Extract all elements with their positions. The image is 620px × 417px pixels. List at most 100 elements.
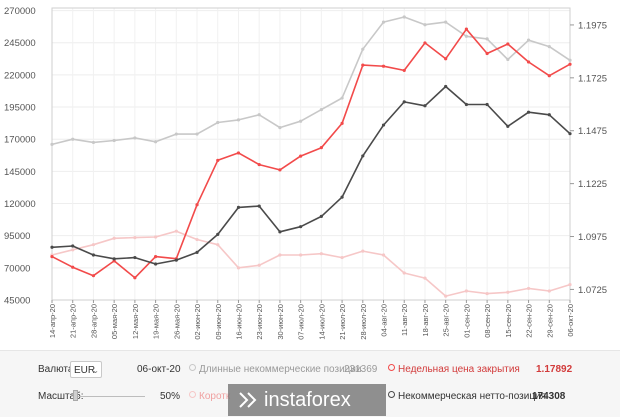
y-axis-left: 45000 70000 95000 120000 145000 170000 195000 2… — [4, 6, 36, 306]
data-point — [154, 255, 158, 259]
data-point — [299, 154, 303, 158]
data-point — [464, 289, 468, 293]
x-tick-label: 06-окт-20 — [566, 304, 575, 337]
data-point — [464, 34, 468, 38]
data-point — [547, 289, 551, 293]
x-tick-label: 23-июн-20 — [255, 304, 264, 340]
x-tick-label: 08-сен-20 — [483, 304, 492, 338]
data-point — [91, 274, 96, 278]
data-point — [133, 136, 137, 140]
data-point — [278, 168, 282, 172]
data-point — [361, 47, 365, 51]
x-tick-label: 29-сен-20 — [545, 304, 554, 338]
data-point — [91, 140, 96, 145]
data-point — [340, 195, 344, 199]
legend-short-label: Коротк — [199, 391, 231, 402]
watermark: instaforex — [228, 384, 386, 416]
x-tick-label: 01-сен-20 — [462, 304, 471, 338]
x-tick-label: 14-июл-20 — [317, 304, 326, 340]
data-point — [91, 253, 96, 257]
x-tick-label: 07-июл-20 — [297, 304, 306, 340]
data-point — [547, 44, 551, 49]
data-point — [423, 23, 427, 27]
data-point — [299, 253, 303, 257]
data-point — [216, 120, 220, 125]
legend-long[interactable]: Длинные некоммерческие позиции — [189, 364, 362, 375]
data-point — [174, 132, 178, 136]
scale-label: Масштаб: — [38, 391, 84, 402]
data-point — [547, 74, 551, 78]
data-point — [361, 154, 365, 158]
close-dot-icon — [388, 364, 395, 371]
data-point — [547, 113, 551, 117]
scale-slider-track[interactable] — [75, 396, 145, 397]
net-dot-icon — [388, 391, 395, 398]
cot-chart: 45000 70000 95000 120000 145000 170000 195000 2… — [4, 6, 607, 340]
data-point — [50, 255, 54, 259]
y-axis-right: 1.0725 1.0975 1.1225 1.1475 1.1725 1.1975 — [570, 20, 607, 296]
data-point — [526, 286, 531, 291]
legend-close[interactable]: Недельная цена закрытия — [388, 364, 520, 375]
x-tick-label: 12-мая-20 — [131, 304, 140, 339]
data-point — [319, 214, 323, 218]
data-point — [506, 124, 510, 128]
data-point — [236, 205, 241, 209]
data-point — [340, 255, 344, 260]
y-left-tick-label: 70000 — [4, 263, 30, 274]
data-point — [526, 38, 531, 42]
legend-close-label: Недельная цена закрытия — [398, 364, 520, 375]
data-point — [485, 102, 489, 107]
y-left-tick-label: 120000 — [4, 199, 36, 210]
data-point — [340, 96, 344, 100]
data-point — [154, 140, 158, 144]
data-point — [299, 225, 303, 229]
data-point — [485, 51, 489, 56]
data-point — [174, 229, 178, 233]
x-tick-label: 18-авг-20 — [421, 304, 430, 337]
currency-value: EUR — [74, 365, 96, 376]
data-point — [278, 230, 282, 234]
y-left-tick-label: 270000 — [4, 6, 36, 17]
data-point — [361, 63, 365, 67]
x-tick-label: 26-мая-20 — [172, 304, 181, 339]
data-point — [568, 282, 572, 287]
y-left-tick-label: 95000 — [4, 231, 30, 242]
instaforex-logo-icon — [239, 392, 257, 408]
data-point — [319, 108, 323, 112]
data-point — [402, 100, 406, 104]
data-point — [568, 132, 572, 136]
y-right-tick-label: 1.1475 — [578, 126, 607, 137]
y-left-tick-label: 170000 — [4, 135, 36, 146]
data-point — [216, 158, 220, 162]
data-point — [485, 37, 489, 41]
x-tick-label: 14-апр-20 — [48, 304, 57, 338]
y-left-tick-label: 195000 — [4, 103, 36, 114]
x-axis: 14-апр-20 21-апр-20 28-апр-20 05-мая-20 12-м… — [48, 300, 575, 340]
data-point — [236, 151, 241, 155]
data-point — [257, 162, 261, 167]
legend-short[interactable]: Коротк — [189, 391, 230, 402]
data-point — [71, 137, 75, 141]
data-point — [71, 244, 75, 248]
data-point — [319, 252, 323, 256]
data-point — [464, 102, 468, 107]
data-point — [381, 123, 386, 127]
data-point — [506, 57, 510, 62]
data-point — [423, 104, 427, 108]
data-point — [195, 250, 199, 255]
data-point — [174, 258, 178, 262]
scale-slider-handle[interactable] — [73, 390, 78, 401]
series-line — [51, 28, 571, 279]
data-point — [257, 113, 261, 117]
data-point — [506, 42, 510, 46]
data-point — [526, 60, 531, 64]
currency-select[interactable]: EUR ⌄ — [70, 361, 102, 378]
data-point — [444, 84, 448, 89]
data-point — [133, 276, 137, 280]
x-tick-label: 25-авг-20 — [442, 304, 451, 337]
data-point — [402, 271, 406, 275]
data-point — [402, 68, 406, 73]
legend-net[interactable]: Некоммерческая нетто-позиция — [388, 391, 546, 402]
data-point — [278, 253, 282, 257]
data-point — [485, 291, 489, 296]
